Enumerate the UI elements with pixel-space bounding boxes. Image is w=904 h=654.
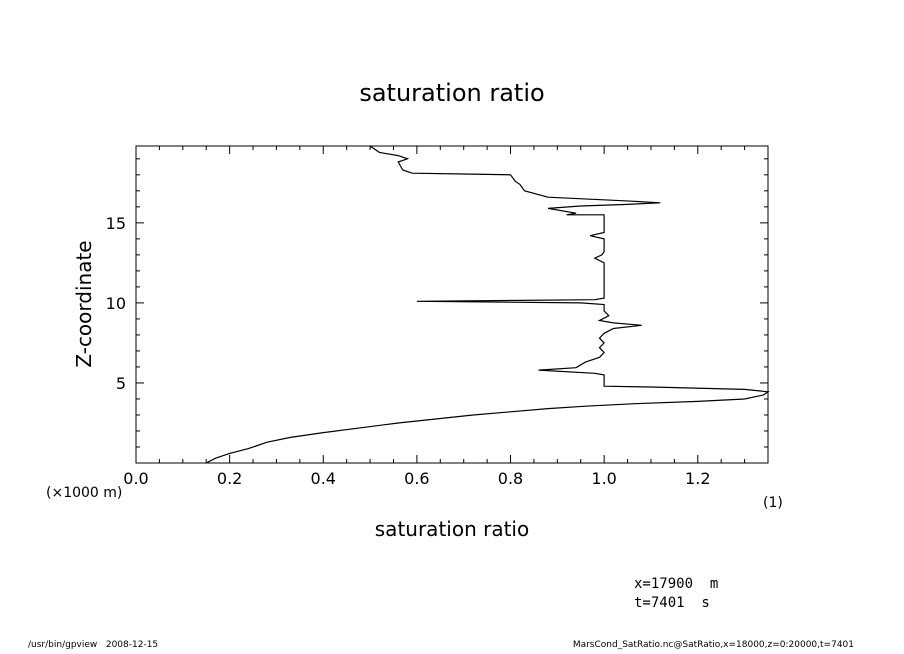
x-tick-label: 0.2 — [217, 469, 242, 488]
plot-frame — [135, 145, 769, 464]
chart-title: saturation ratio — [359, 79, 544, 107]
x-tick-label: 0.0 — [123, 469, 148, 488]
tick-labels: 0.0 0.2 0.4 0.6 0.8 1.0 1.2 5 10 15 — [106, 214, 711, 488]
y-unit-note: (×1000 m) — [46, 485, 122, 501]
y-tick-label: 5 — [116, 374, 126, 393]
program-footer: /usr/bin/gpview 2008-12-15 — [28, 640, 159, 650]
axis-ticks — [136, 146, 768, 463]
y-tick-label: 10 — [106, 294, 126, 313]
y-tick-label: 15 — [106, 214, 126, 233]
x-tick-label: 0.6 — [404, 469, 429, 488]
time-readout: t=7401 s — [634, 595, 710, 611]
x-axis-label: saturation ratio — [375, 517, 529, 541]
y-axis-label: Z-coordinate — [72, 240, 96, 367]
x-tick-label: 0.4 — [311, 469, 336, 488]
saturation-ratio-line — [205, 145, 770, 464]
x-position-readout: x=17900 m — [634, 576, 719, 592]
x-tick-label: 1.0 — [591, 469, 616, 488]
x-tick-label: 1.2 — [685, 469, 710, 488]
x-unit-note: (1) — [763, 495, 783, 511]
source-footer: MarsCond_SatRatio.nc@SatRatio,x=18000,z=… — [572, 640, 854, 650]
plot-area: 0.0 0.2 0.4 0.6 0.8 1.0 1.2 5 10 15 — [106, 145, 770, 488]
x-tick-label: 0.8 — [498, 469, 523, 488]
